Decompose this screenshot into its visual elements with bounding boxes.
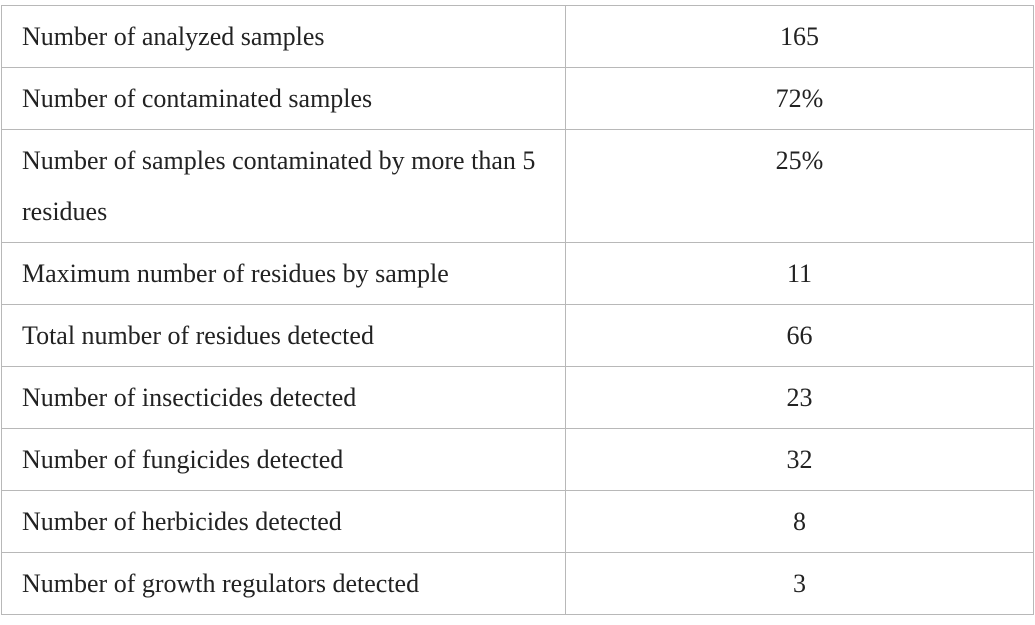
row-value: 3 <box>565 552 1034 615</box>
row-label: Number of insecticides detected <box>1 366 566 429</box>
row-label: Total number of residues detected <box>1 304 566 367</box>
row-label: Number of herbicides detected <box>1 490 566 553</box>
row-label: Number of growth regulators detected <box>1 552 566 615</box>
row-value: 72% <box>565 67 1034 130</box>
row-label: Number of samples contaminated by more t… <box>1 129 566 243</box>
residue-summary-table: Number of analyzed samples 165 Number of… <box>1 5 1034 615</box>
row-value: 8 <box>565 490 1034 553</box>
row-label: Number of analyzed samples <box>1 5 566 68</box>
table-row: Number of fungicides detected 32 <box>1 428 1034 491</box>
row-value: 11 <box>565 242 1034 305</box>
row-value: 66 <box>565 304 1034 367</box>
row-value: 32 <box>565 428 1034 491</box>
row-value: 25% <box>565 129 1034 243</box>
row-value: 165 <box>565 5 1034 68</box>
table-row: Number of insecticides detected 23 <box>1 366 1034 429</box>
row-label: Number of contaminated samples <box>1 67 566 130</box>
table-row: Total number of residues detected 66 <box>1 304 1034 367</box>
table-row: Number of analyzed samples 165 <box>1 5 1034 68</box>
table-row: Number of samples contaminated by more t… <box>1 129 1034 243</box>
table-row: Maximum number of residues by sample 11 <box>1 242 1034 305</box>
table-row: Number of growth regulators detected 3 <box>1 552 1034 615</box>
row-label: Number of fungicides detected <box>1 428 566 491</box>
table-row: Number of contaminated samples 72% <box>1 67 1034 130</box>
table-row: Number of herbicides detected 8 <box>1 490 1034 553</box>
row-label: Maximum number of residues by sample <box>1 242 566 305</box>
row-value: 23 <box>565 366 1034 429</box>
